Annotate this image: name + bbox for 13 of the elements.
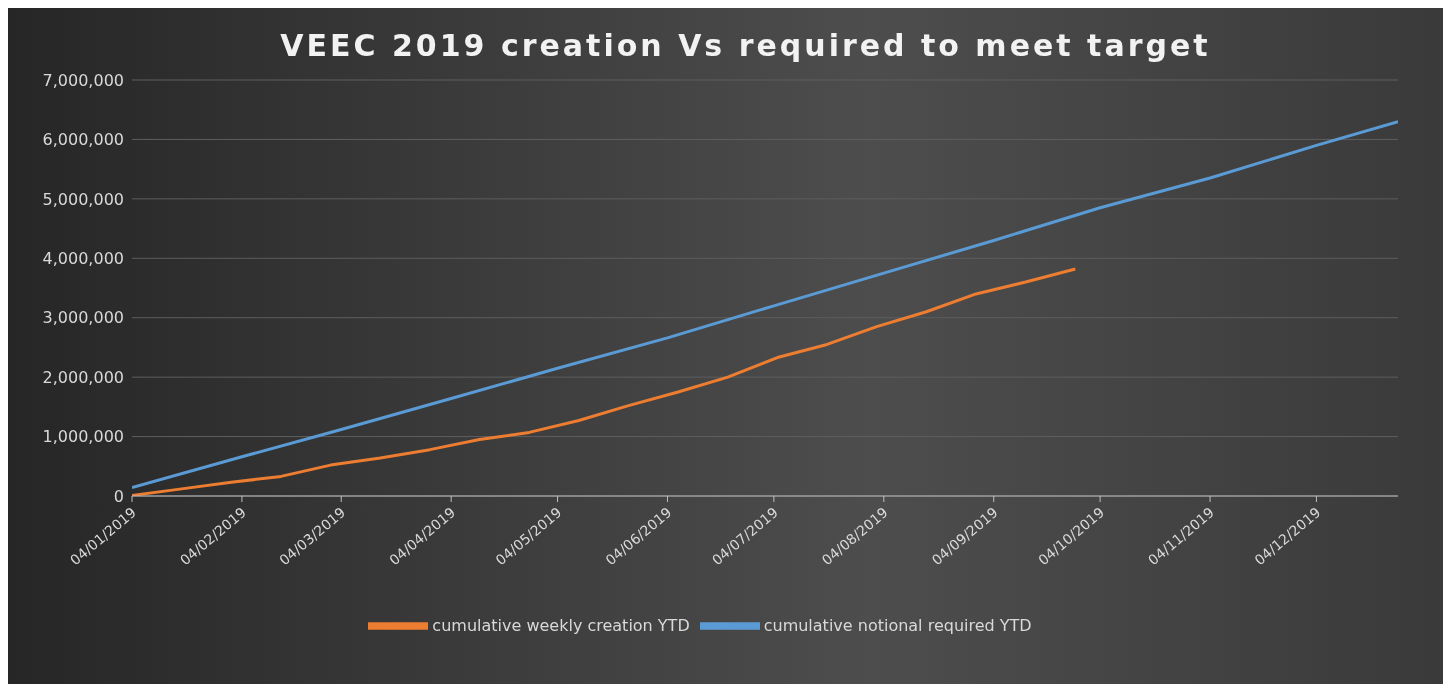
y-tick-label: 3,000,000 [42,308,124,328]
legend-label: cumulative weekly creation YTD [432,615,690,635]
y-tick-label: 4,000,000 [42,248,124,268]
chart-title: VEEC 2019 creation Vs required to meet target [279,27,1212,65]
line-series [132,267,1077,496]
y-tick-label: 5,000,000 [42,189,124,209]
line-series [132,120,1398,490]
y-tick-label: 6,000,000 [42,130,124,150]
y-tick-label: 0 [113,486,124,506]
legend-label: cumulative notional required YTD [763,615,1032,635]
y-tick-label: 1,000,000 [42,427,124,447]
y-tick-label: 7,000,000 [42,70,124,90]
y-tick-label: 2,000,000 [42,367,124,387]
